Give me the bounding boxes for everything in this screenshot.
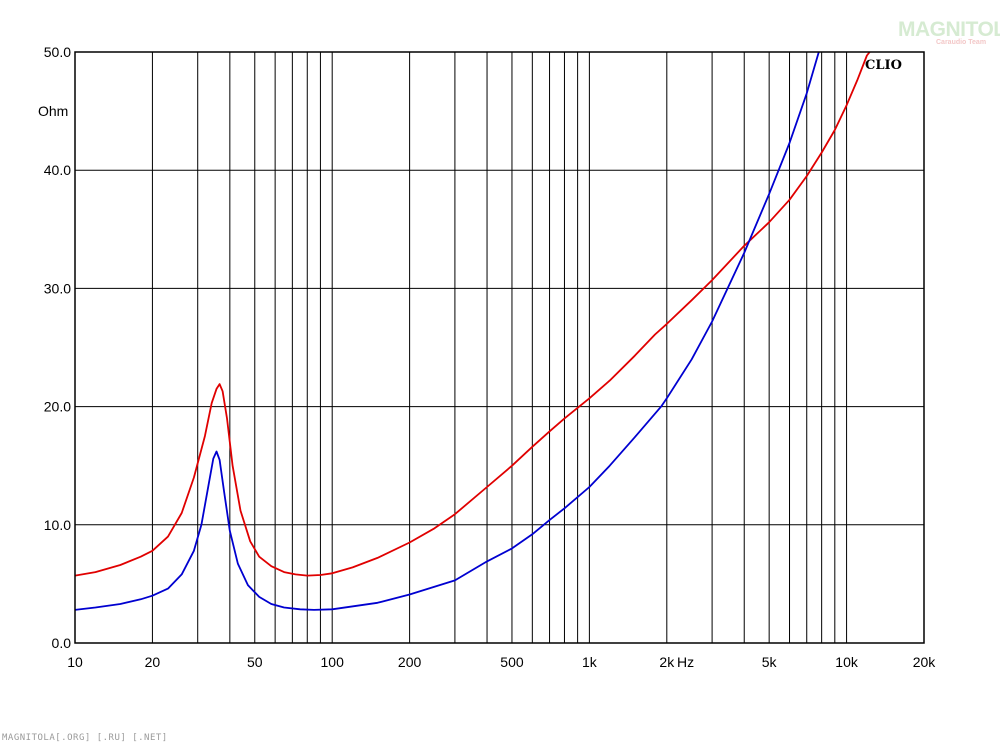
x-tick-label: 10 (67, 654, 83, 670)
impedance-curve-1 (74, 51, 871, 577)
x-tick-label: 5k (762, 654, 778, 670)
y-unit-label: Ohm (38, 103, 68, 119)
x-tick-label: 20k (913, 654, 937, 670)
x-tick-label: 500 (500, 654, 524, 670)
y-tick-label: 20.0 (44, 399, 71, 415)
tick-labels: 10 20 50 100 200 500 1k 2k 5k 10k 20k 0.0 10.0 20.0 30… (44, 44, 937, 670)
x-tick-label: 1k (582, 654, 598, 670)
x-tick-label: 50 (247, 654, 263, 670)
y-tick-label: 0.0 (52, 635, 72, 651)
y-tick-label: 50.0 (44, 44, 71, 60)
footer-watermark: MAGNITOLA[.ORG] [.RU] [.NET] (2, 733, 168, 743)
magnitola-logo: MAGNITOLA Caraudio Team (898, 18, 1000, 48)
x-tick-label: 10k (835, 654, 859, 670)
impedance-curve-2 (74, 51, 820, 611)
x-tick-label: 2k (659, 654, 675, 670)
y-tick-label: 30.0 (44, 280, 71, 296)
x-unit-label: Hz (677, 654, 694, 670)
y-tick-label: 40.0 (44, 162, 71, 178)
logo-subtext: Caraudio Team (936, 39, 987, 46)
x-tick-label: 100 (321, 654, 345, 670)
series-layer (74, 51, 871, 611)
clio-brand-label: CLIO (865, 58, 902, 73)
plot-frame (74, 51, 925, 644)
x-tick-label: 200 (398, 654, 422, 670)
grid (75, 52, 924, 643)
y-tick-label: 10.0 (44, 517, 71, 533)
x-tick-label: 20 (145, 654, 161, 670)
plot-background (75, 52, 924, 643)
logo-text: MAGNITOLA (898, 18, 1000, 41)
